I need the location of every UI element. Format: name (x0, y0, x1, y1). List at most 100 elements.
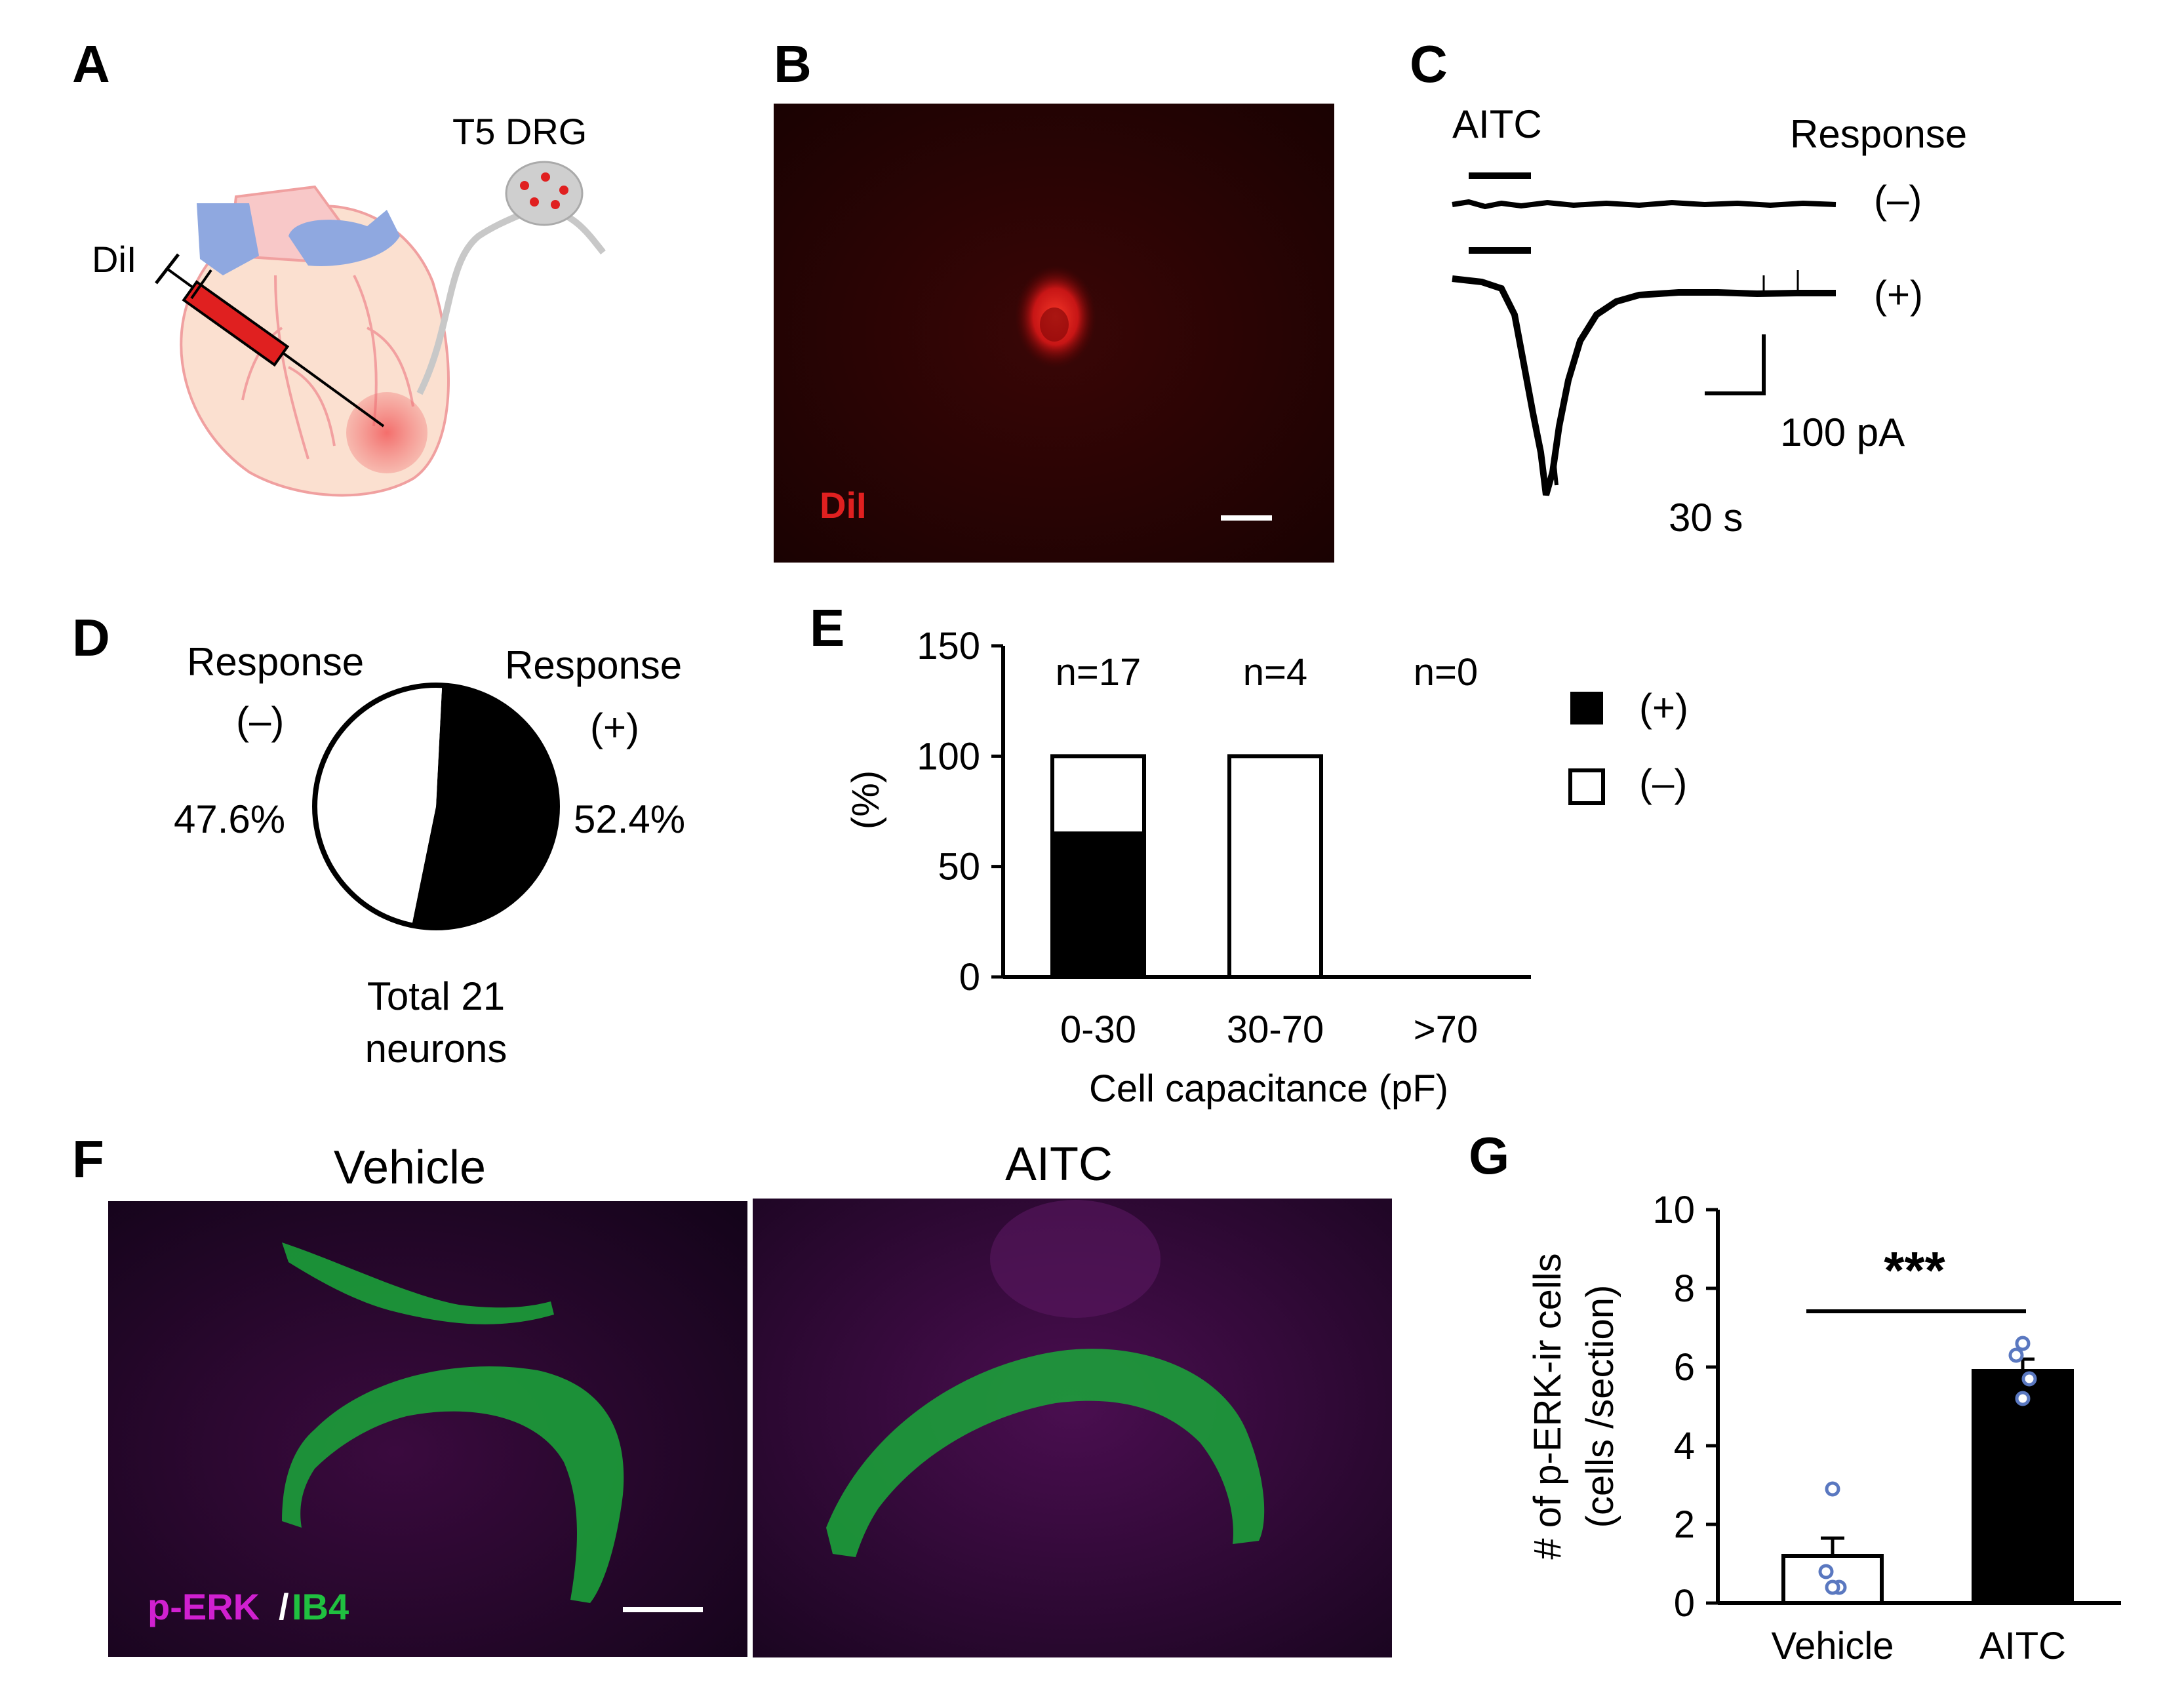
perk-region-aitc (990, 1200, 1161, 1318)
y-tick-label: 2 (1674, 1503, 1695, 1546)
panel-b: B DiI (774, 35, 1334, 563)
panel-f: F Vehicle AITC p-ERK / IB4 (72, 1130, 1392, 1657)
label-trace-pos: (+) (1874, 273, 1923, 317)
pie-outline (312, 683, 560, 930)
bar-positive (1050, 831, 1146, 979)
micrograph-vehicle: p-ERK / IB4 (108, 1201, 747, 1657)
label-perk: p-ERK (148, 1586, 260, 1627)
micrograph-aitc (753, 1199, 1392, 1657)
panel-c-letter: C (1410, 35, 1448, 93)
n-label: n=0 (1414, 651, 1478, 694)
panel-d-letter: D (72, 608, 110, 667)
ib4-band-vehicle (282, 1242, 624, 1603)
panel-b-letter: B (774, 35, 812, 93)
y-axis-label: (%) (844, 770, 887, 829)
pie-chart (312, 683, 560, 930)
pie-pos-pct: 52.4% (574, 797, 685, 841)
data-point (1825, 1481, 1840, 1497)
panel-c: C AITC Response (–) (+) 100 pA 30 s (1410, 35, 1967, 540)
vena-cava-left (197, 203, 259, 275)
panel-a-letter: A (72, 35, 110, 93)
data-point (1825, 1579, 1840, 1595)
y-tick-label: 8 (1674, 1267, 1695, 1310)
x-tick-label: 0-30 (1060, 1008, 1136, 1051)
legend-neg-swatch (1568, 768, 1605, 805)
trace-negative (1452, 199, 1837, 210)
panel-f-letter: F (72, 1130, 104, 1188)
legend-pos-label: (+) (1639, 686, 1688, 730)
neuron-nucleus (1040, 307, 1069, 342)
apex-injection-site (346, 392, 427, 473)
heart-diagram (155, 161, 606, 497)
panel-g-letter: G (1469, 1126, 1509, 1185)
pie-slice-positive (412, 685, 558, 928)
scale-bar-c (1705, 334, 1766, 395)
y-tick-label: 50 (938, 846, 980, 888)
drg-ganglion (505, 161, 584, 226)
y-tick-label: 150 (917, 625, 980, 667)
x-tick-label: >70 (1414, 1008, 1478, 1051)
pie-total-line1: Total 21 (367, 974, 505, 1018)
y-tick-label: 10 (1652, 1189, 1695, 1231)
panel-d: D Response (–) Response (+) 47.6% 52.4% … (72, 608, 685, 1071)
legend-neg-label: (–) (1639, 761, 1687, 805)
data-point (2021, 1371, 2037, 1387)
n-label: n=4 (1243, 651, 1307, 694)
label-scale-y: 100 pA (1780, 410, 1905, 454)
label-slash: / (279, 1586, 289, 1627)
bar-negative (1227, 754, 1323, 980)
label-ib4: IB4 (292, 1586, 349, 1627)
panel-e: E 0 50 100 150 0-30 n=17 30-70 n=4 >70 n=0 Cell ca… (810, 599, 1688, 1110)
legend-pos-swatch (1570, 692, 1603, 724)
syringe (155, 253, 385, 427)
label-scale-x: 30 s (1669, 496, 1743, 540)
label-dii-injection: DiI (92, 239, 136, 280)
x-tick-label: AITC (1979, 1625, 2066, 1667)
data-point (2015, 1391, 2031, 1406)
panel-g: G 0 2 4 6 8 10 Vehicle AITC # of p-ERK-ir cells(… (1469, 1126, 2121, 1667)
pie-neg-pct: 47.6% (174, 797, 285, 841)
drg-labeled-cells (520, 172, 568, 209)
pie-total-line2: neurons (365, 1027, 507, 1071)
significance-stars: *** (1884, 1241, 1945, 1299)
panel-a: A (72, 35, 606, 497)
data-point (1818, 1564, 1834, 1579)
pie-pos-sign: (+) (590, 705, 639, 749)
bar-vehicle (1781, 1554, 1884, 1605)
bar-chart-perk: 0 2 4 6 8 10 Vehicle AITC # of p-ERK-ir cells (ce… (1526, 1189, 2121, 1667)
pulmonary-vein-right (288, 210, 400, 266)
pie-slice-negative (315, 684, 443, 926)
x-tick-label: 30-70 (1227, 1008, 1324, 1051)
stacked-bar-chart: 0 50 100 150 0-30 n=17 30-70 n=4 >70 n=0 Cell capa… (844, 625, 1531, 1110)
bar-negative (1050, 754, 1146, 836)
sensory-nerve (416, 207, 533, 395)
pie-pos-title: Response (505, 643, 682, 687)
label-dii-stain: DiI (820, 485, 867, 526)
data-point (2015, 1336, 2031, 1351)
panel-e-letter: E (810, 599, 844, 657)
label-aitc-stimulus: AITC (1452, 102, 1542, 146)
ib4-band-aitc (826, 1349, 1265, 1557)
x-axis-label: Cell capacitance (pF) (1089, 1067, 1448, 1110)
y-tick-label: 6 (1674, 1346, 1695, 1389)
data-point (2008, 1347, 2024, 1363)
pie-neg-title: Response (187, 640, 364, 684)
bar-aitc (1972, 1369, 2074, 1605)
y-tick-label: 100 (917, 735, 980, 778)
y-axis-label-line2: (cells /section) (1579, 1285, 1621, 1528)
trace-positive (1452, 275, 1836, 496)
x-tick-label: Vehicle (1771, 1625, 1894, 1667)
label-response-header: Response (1790, 112, 1967, 156)
label-trace-neg: (–) (1874, 178, 1922, 222)
y-tick-label: 0 (1674, 1582, 1695, 1625)
y-tick-label: 0 (959, 956, 980, 999)
y-axis-label-line1: # of p-ERK-ir cells (1526, 1253, 1569, 1559)
n-label: n=17 (1056, 651, 1142, 694)
syringe-barrel (182, 280, 290, 367)
y-tick-label: 4 (1674, 1425, 1695, 1467)
pie-neg-sign: (–) (236, 699, 284, 743)
title-aitc: AITC (1005, 1138, 1113, 1191)
title-vehicle: Vehicle (334, 1141, 486, 1194)
label-t5-drg: T5 DRG (452, 111, 587, 152)
